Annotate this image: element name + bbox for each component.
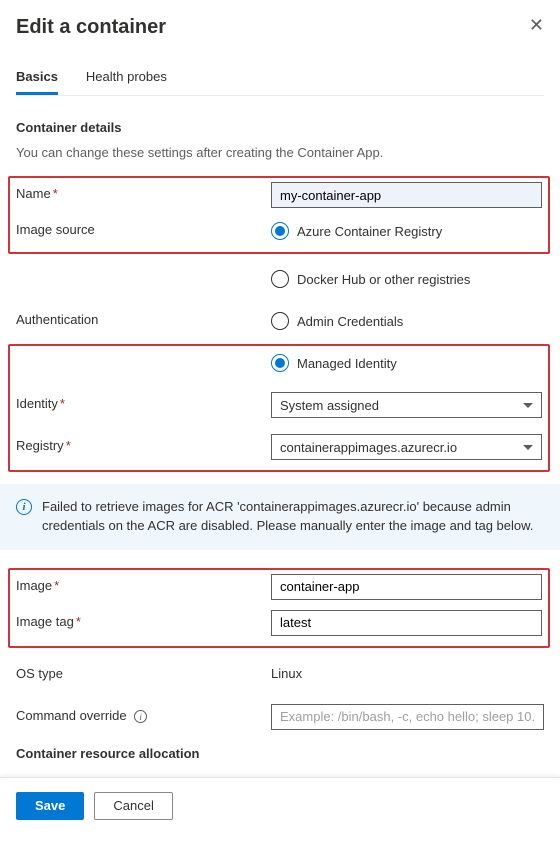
image-source-acr-label: Azure Container Registry bbox=[297, 224, 442, 239]
registry-value: containerappimages.azurecr.io bbox=[280, 440, 457, 455]
auth-label: Authentication bbox=[16, 308, 271, 327]
highlight-box-image-tag: Image* Image tag* bbox=[8, 568, 550, 648]
name-input[interactable] bbox=[271, 182, 542, 208]
chevron-down-icon bbox=[523, 403, 533, 408]
auth-admin-label: Admin Credentials bbox=[297, 314, 403, 329]
image-tag-label: Image tag* bbox=[16, 610, 271, 629]
radio-unselected-icon bbox=[271, 270, 289, 288]
container-details-help: You can change these settings after crea… bbox=[16, 145, 544, 160]
image-tag-input[interactable] bbox=[271, 610, 542, 636]
close-icon[interactable]: ✕ bbox=[529, 16, 544, 34]
radio-selected-icon bbox=[271, 354, 289, 372]
auth-mi-radio[interactable]: Managed Identity bbox=[271, 350, 542, 376]
radio-selected-icon bbox=[271, 222, 289, 240]
image-source-other-label: Docker Hub or other registries bbox=[297, 272, 470, 287]
identity-select[interactable]: System assigned bbox=[271, 392, 542, 418]
highlight-box-auth-identity: Managed Identity Identity* System assign… bbox=[8, 344, 550, 472]
save-button[interactable]: Save bbox=[16, 792, 84, 820]
radio-unselected-icon bbox=[271, 312, 289, 330]
tab-bar: Basics Health probes bbox=[16, 69, 544, 96]
command-override-input[interactable] bbox=[271, 704, 544, 730]
image-input[interactable] bbox=[271, 574, 542, 600]
registry-select[interactable]: containerappimages.azurecr.io bbox=[271, 434, 542, 460]
image-source-label: Image source bbox=[16, 218, 271, 237]
command-override-label: Command override i bbox=[16, 704, 271, 724]
image-source-other-radio[interactable]: Docker Hub or other registries bbox=[271, 266, 544, 292]
image-label: Image* bbox=[16, 574, 271, 593]
container-details-heading: Container details bbox=[16, 120, 544, 135]
image-source-acr-radio[interactable]: Azure Container Registry bbox=[271, 218, 542, 244]
cancel-button[interactable]: Cancel bbox=[94, 792, 172, 820]
acr-warning-box: i Failed to retrieve images for ACR 'con… bbox=[0, 484, 560, 550]
tab-health-probes[interactable]: Health probes bbox=[86, 69, 167, 95]
resource-allocation-heading: Container resource allocation bbox=[16, 746, 544, 761]
identity-label: Identity* bbox=[16, 392, 271, 411]
panel-title: Edit a container bbox=[16, 16, 166, 39]
tab-basics[interactable]: Basics bbox=[16, 69, 58, 95]
os-type-label: OS type bbox=[16, 662, 271, 681]
name-label: Name* bbox=[16, 182, 271, 201]
auth-admin-radio[interactable]: Admin Credentials bbox=[271, 308, 544, 334]
auth-mi-label: Managed Identity bbox=[297, 356, 397, 371]
highlight-box-name-source: Name* Image source Azure Container Regis… bbox=[8, 176, 550, 254]
chevron-down-icon bbox=[523, 445, 533, 450]
registry-label: Registry* bbox=[16, 434, 271, 453]
identity-value: System assigned bbox=[280, 398, 379, 413]
info-icon[interactable]: i bbox=[134, 710, 147, 723]
info-icon: i bbox=[16, 499, 32, 515]
os-type-value: Linux bbox=[271, 662, 544, 681]
acr-warning-text: Failed to retrieve images for ACR 'conta… bbox=[42, 498, 544, 536]
